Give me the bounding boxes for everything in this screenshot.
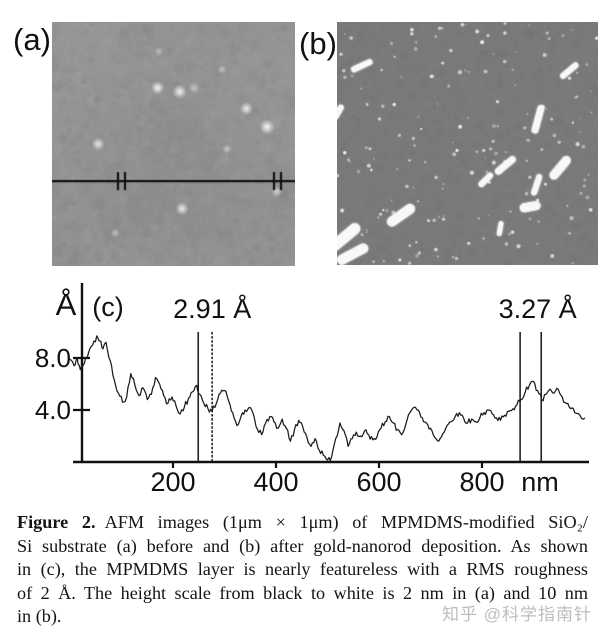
x-tick-label: 600	[356, 467, 401, 497]
caption-line: in (c), the MPMDMS layer is nearly featu…	[17, 559, 588, 580]
height-profile-chart: 8.0 4.0 200 400 600 800 nm Å (c) 2.91 Å 3.27 Å	[35, 283, 589, 497]
profile-trace	[69, 335, 586, 462]
panel-a-label: (a)	[13, 22, 51, 57]
panel-c-label: (c)	[92, 292, 123, 322]
caption-line: of 2 Å. The height scale from black to w…	[17, 582, 588, 603]
annotation-label: 3.27 Å	[499, 293, 577, 324]
figure-caption: Figure 2. AFM images (1μm × 1μm) of MPMD…	[17, 511, 588, 629]
y-unit-label: Å	[56, 287, 77, 322]
y-tick-label: 8.0	[35, 343, 71, 373]
x-tick-label: 200	[150, 467, 195, 497]
caption-line: in (b).	[17, 606, 62, 627]
zhihu-watermark: 知乎 @科学指南针	[442, 605, 592, 624]
y-tick-label: 4.0	[35, 395, 71, 425]
x-unit-label: nm	[521, 467, 559, 497]
caption-figure-number: Figure 2.	[17, 512, 105, 532]
caption-line: Si substrate (a) before and (b) after go…	[17, 535, 588, 556]
afm-image-before	[52, 22, 295, 266]
x-tick-label: 800	[459, 467, 504, 497]
x-tick-label: 400	[253, 467, 298, 497]
annotation-label: 2.91 Å	[173, 293, 251, 324]
afm-image-after	[337, 22, 598, 265]
panel-b-label: (b)	[299, 26, 337, 61]
caption-line: Figure 2. AFM images (1μm × 1μm) of MPMD…	[17, 512, 588, 532]
